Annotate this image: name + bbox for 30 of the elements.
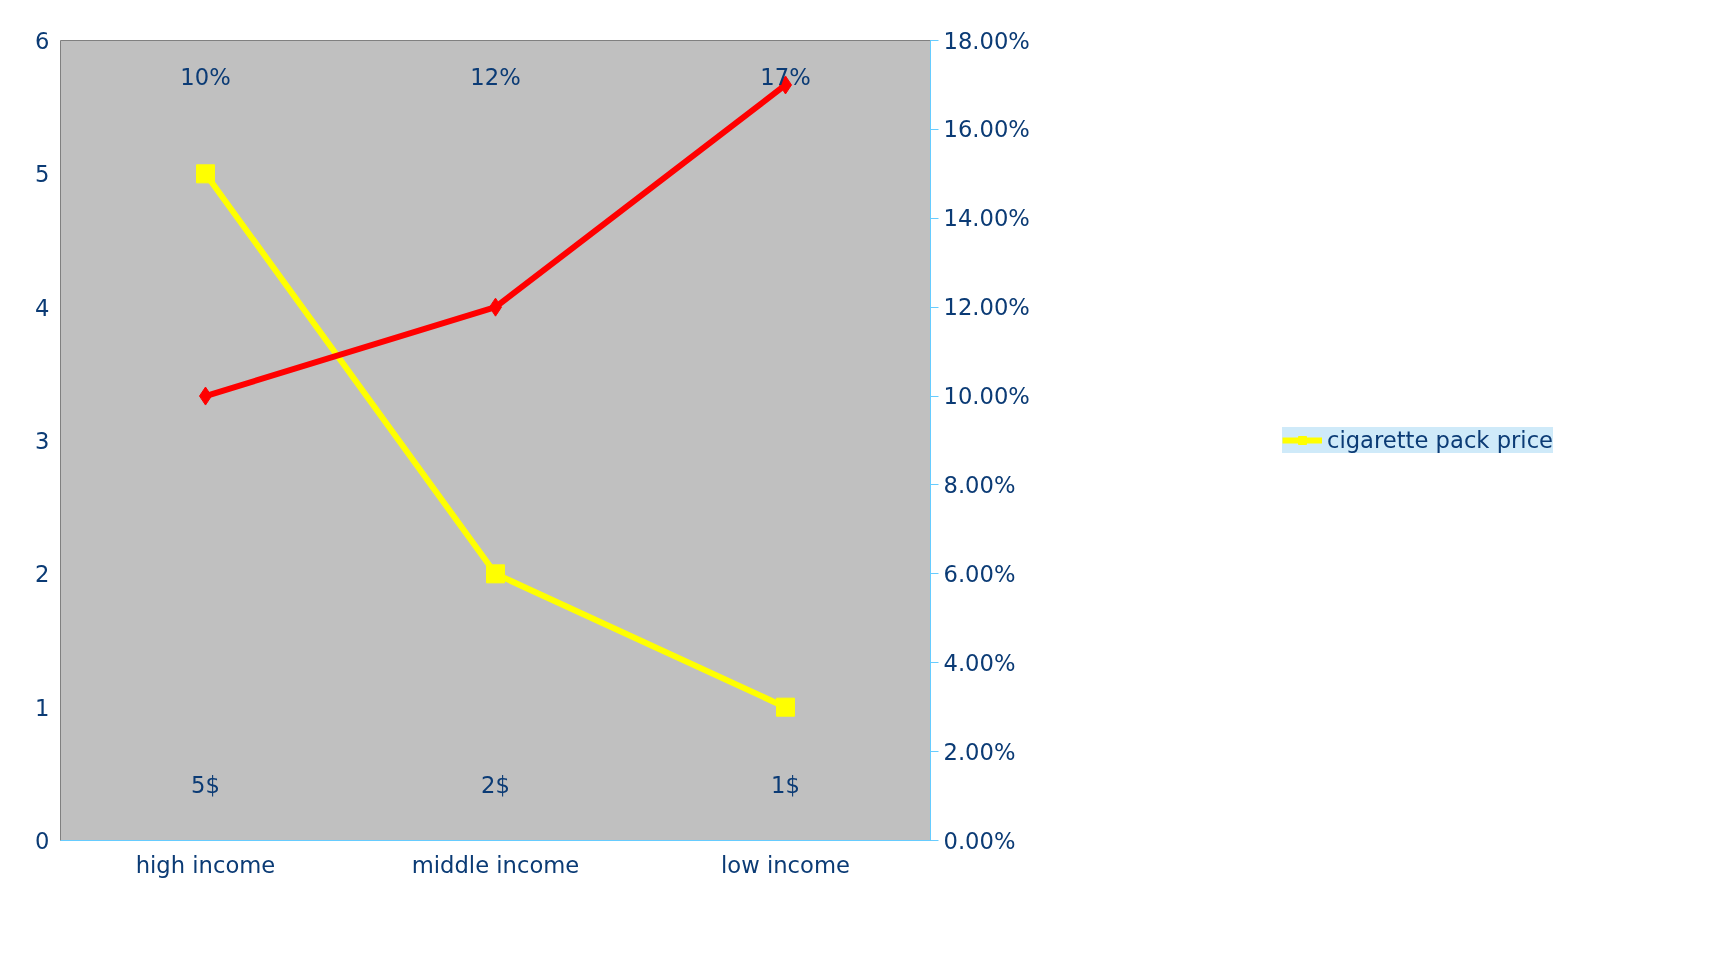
annotation: 12% [470, 63, 521, 90]
y-tick-label: 4 [35, 294, 50, 321]
annotation: 10% [180, 63, 231, 90]
annotation: 2$ [481, 771, 510, 798]
x-tick-label: middle income [411, 851, 580, 878]
legend-label: cigarette pack price [1326, 427, 1554, 453]
x-tick-label: high income [135, 851, 276, 878]
y2-tick-label: 4.00% [943, 649, 1016, 676]
y2-tick-label: 2.00% [943, 738, 1016, 765]
y-tick-label: 0 [35, 828, 50, 854]
y-tick-label: 6 [35, 28, 50, 54]
y2-tick-label: 10.00% [943, 383, 1030, 410]
y2-tick-label: 16.00% [943, 116, 1030, 143]
annotation: 5$ [191, 771, 220, 798]
x-tick-label: low income [721, 851, 850, 878]
y2-tick-label: 6.00% [943, 560, 1016, 587]
annotation: 17% [760, 63, 811, 90]
y-tick-label: 5 [35, 161, 50, 188]
y2-tick-label: 18.00% [943, 27, 1030, 54]
y2-tick-label: 12.00% [943, 294, 1030, 321]
y-tick-label: 2 [35, 561, 50, 588]
y2-tick-label: 8.00% [943, 471, 1016, 498]
y2-tick-label: 14.00% [943, 205, 1030, 232]
point [196, 164, 215, 184]
y2-tick-label: 0.00% [943, 827, 1016, 854]
y-tick-label: 1 [35, 694, 50, 721]
y-tick-label: 3 [35, 428, 50, 454]
point [486, 564, 505, 584]
annotation: 1$ [771, 771, 800, 798]
point [776, 697, 795, 717]
